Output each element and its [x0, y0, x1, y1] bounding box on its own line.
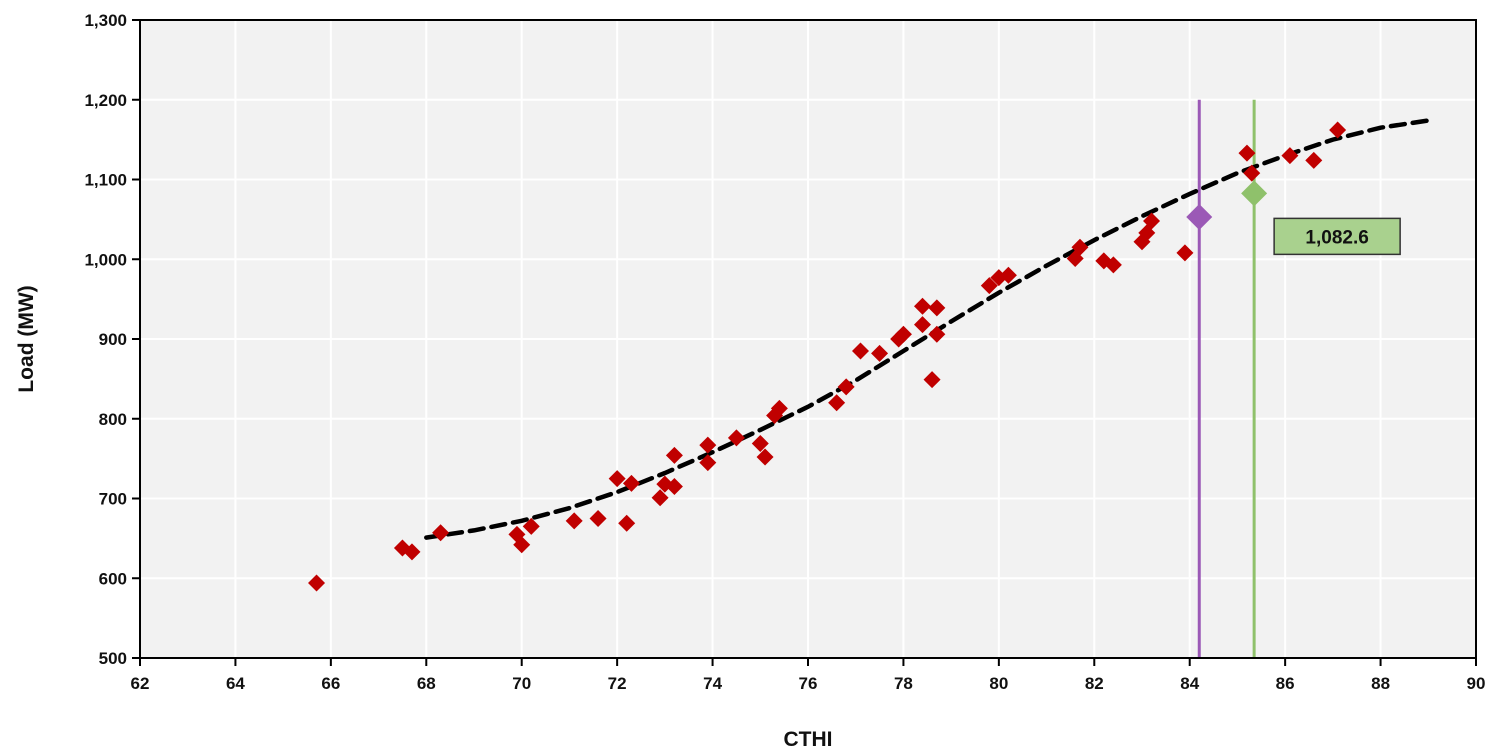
data-points: [308, 121, 1347, 592]
data-point: [928, 299, 946, 317]
y-tick-label: 1,100: [84, 171, 127, 190]
x-tick-label: 74: [703, 674, 722, 693]
data-point: [1305, 151, 1323, 169]
x-tick-label: 90: [1467, 674, 1486, 693]
x-tick-label: 72: [608, 674, 627, 693]
x-tick-label: 62: [131, 674, 150, 693]
y-tick-label: 1,200: [84, 91, 127, 110]
value-callout: 1,082.6: [1273, 217, 1401, 256]
data-point: [1238, 144, 1256, 162]
data-point: [608, 470, 626, 488]
data-point: [914, 316, 932, 334]
data-point: [651, 489, 669, 507]
data-point: [923, 371, 941, 389]
data-point: [1176, 244, 1194, 262]
plot-frame: [139, 19, 1477, 659]
highlight-marker: [1241, 180, 1268, 207]
data-point: [1243, 164, 1261, 182]
data-point: [999, 266, 1017, 284]
x-tick-label: 70: [512, 674, 531, 693]
data-point: [522, 517, 540, 535]
highlight-markers: [1186, 180, 1268, 230]
data-point: [828, 394, 846, 412]
data-point: [513, 536, 531, 554]
x-tick-label: 80: [989, 674, 1008, 693]
data-point: [770, 399, 788, 417]
data-point: [851, 342, 869, 360]
x-tick-label: 88: [1371, 674, 1390, 693]
data-point: [618, 514, 636, 532]
y-axis-title: Load (MW): [15, 285, 38, 392]
data-point: [565, 512, 583, 530]
data-point: [837, 378, 855, 396]
data-point: [699, 436, 717, 454]
highlight-marker: [1186, 203, 1213, 230]
data-point: [894, 325, 912, 343]
x-tick-label: 78: [894, 674, 913, 693]
x-tick-label: 76: [799, 674, 818, 693]
data-point: [1143, 212, 1161, 230]
x-tick-label: 68: [417, 674, 436, 693]
x-tick-label: 64: [226, 674, 245, 693]
x-axis-title: CTHI: [784, 728, 833, 750]
data-point: [1104, 256, 1122, 274]
data-point: [699, 454, 717, 472]
data-point: [756, 448, 774, 466]
y-tick-label: 1,000: [84, 250, 127, 269]
data-point: [928, 325, 946, 343]
y-tick-label: 700: [99, 490, 127, 509]
data-point: [1329, 121, 1347, 139]
x-tick-label: 66: [321, 674, 340, 693]
data-point: [751, 434, 769, 452]
data-point: [1071, 238, 1089, 256]
data-point: [622, 474, 640, 492]
y-tick-label: 900: [99, 330, 127, 349]
data-point: [1281, 147, 1299, 165]
data-point: [432, 524, 450, 542]
y-tick-label: 1,300: [84, 11, 127, 30]
data-point: [665, 478, 683, 496]
data-point: [871, 344, 889, 362]
data-point: [308, 574, 326, 592]
data-point: [589, 509, 607, 527]
x-tick-label: 86: [1276, 674, 1295, 693]
data-point: [914, 297, 932, 315]
x-tick-label: 84: [1180, 674, 1199, 693]
callout-box: [1273, 217, 1401, 256]
y-tick-label: 800: [99, 410, 127, 429]
y-tick-label: 600: [99, 569, 127, 588]
data-point: [665, 446, 683, 464]
y-tick-label: 500: [99, 649, 127, 668]
y-axis-ticks: 500 600 700 800 900 1,000 1,100 1,200 1,300: [84, 11, 140, 668]
data-point: [980, 277, 998, 295]
callout-label: 1,082.6: [1305, 227, 1368, 248]
data-point: [403, 543, 421, 561]
data-point: [727, 429, 745, 447]
data-point: [1066, 249, 1084, 267]
x-axis-ticks: 62 64 66 68 70 72 74 76 78 80 82 84 86 88 90: [131, 658, 1486, 693]
x-tick-label: 82: [1085, 674, 1104, 693]
